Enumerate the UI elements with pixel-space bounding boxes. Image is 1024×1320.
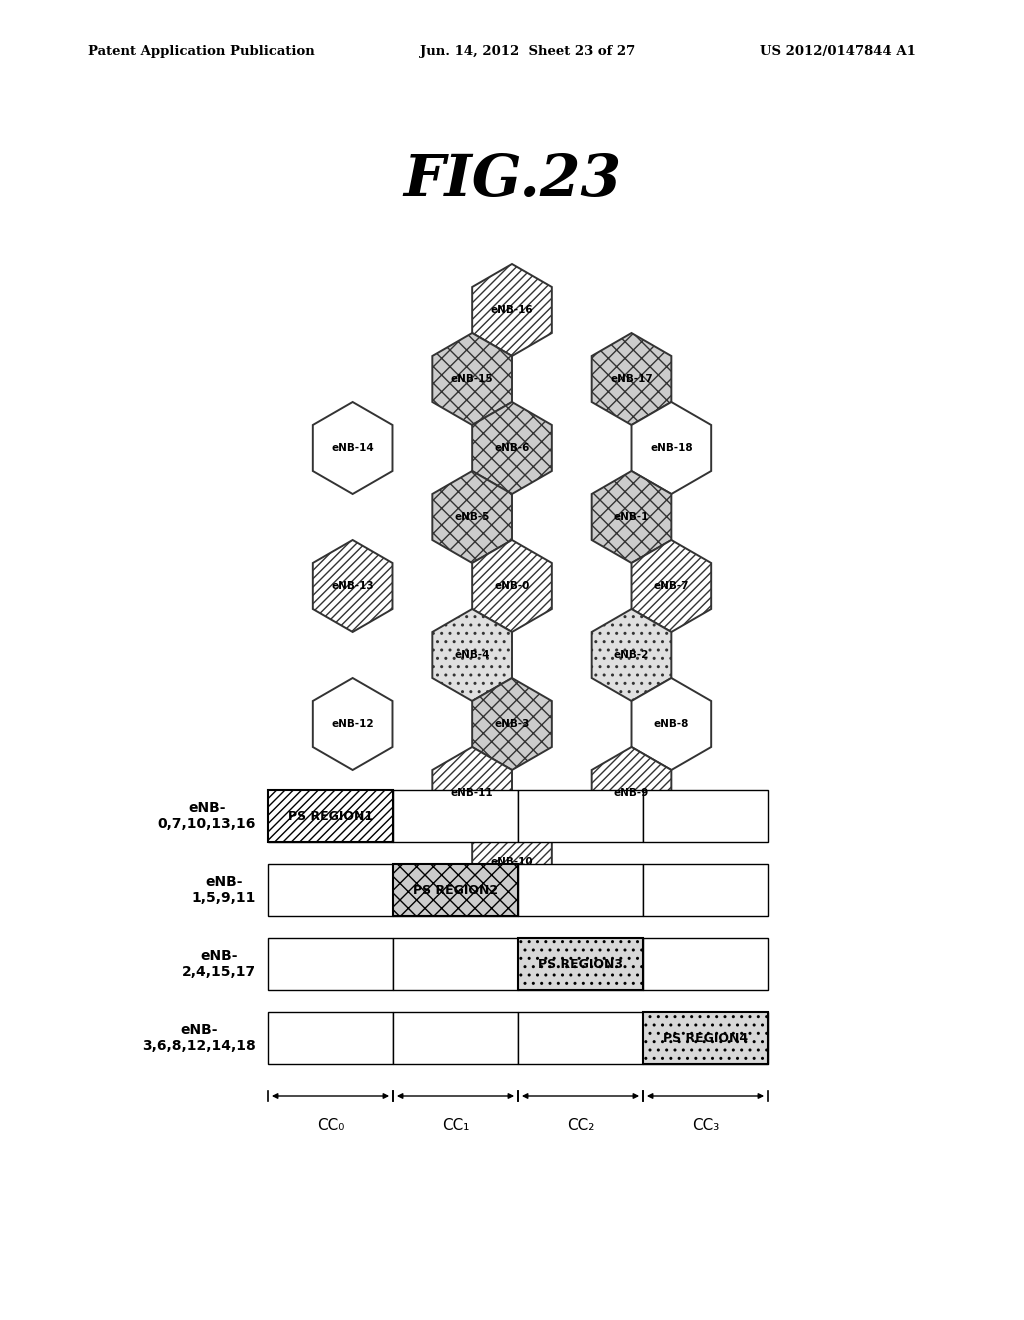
Bar bbox=[643, 865, 768, 916]
Polygon shape bbox=[312, 540, 392, 632]
Polygon shape bbox=[312, 403, 392, 494]
Polygon shape bbox=[592, 747, 672, 840]
Bar bbox=[518, 789, 643, 842]
Text: PS REGION3: PS REGION3 bbox=[538, 957, 623, 970]
Text: CC₀: CC₀ bbox=[316, 1118, 344, 1133]
Bar bbox=[393, 1012, 518, 1064]
Polygon shape bbox=[312, 678, 392, 770]
Text: FIG.23: FIG.23 bbox=[402, 152, 622, 209]
Polygon shape bbox=[592, 333, 672, 425]
Bar bbox=[393, 939, 518, 990]
Text: eNB-1: eNB-1 bbox=[613, 512, 649, 521]
Bar bbox=[268, 1012, 393, 1064]
Polygon shape bbox=[592, 471, 672, 564]
Bar bbox=[518, 939, 643, 990]
Text: PS REGION4: PS REGION4 bbox=[663, 1031, 749, 1044]
Text: eNB-14: eNB-14 bbox=[332, 444, 374, 453]
Text: eNB-2: eNB-2 bbox=[613, 649, 649, 660]
Text: eNB-
3,6,8,12,14,18: eNB- 3,6,8,12,14,18 bbox=[142, 1023, 256, 1053]
Text: eNB-
0,7,10,13,16: eNB- 0,7,10,13,16 bbox=[158, 801, 256, 832]
Bar bbox=[518, 939, 643, 990]
Polygon shape bbox=[472, 678, 552, 770]
Bar bbox=[268, 789, 393, 842]
Text: eNB-3: eNB-3 bbox=[495, 719, 529, 729]
Text: eNB-13: eNB-13 bbox=[332, 581, 374, 591]
Text: CC₂: CC₂ bbox=[567, 1118, 594, 1133]
Text: eNB-9: eNB-9 bbox=[613, 788, 649, 799]
Bar bbox=[643, 1012, 768, 1064]
Text: CC₃: CC₃ bbox=[692, 1118, 719, 1133]
Text: eNB-0: eNB-0 bbox=[495, 581, 529, 591]
Bar bbox=[643, 939, 768, 990]
Text: eNB-11: eNB-11 bbox=[451, 788, 494, 799]
Polygon shape bbox=[432, 747, 512, 840]
Text: eNB-6: eNB-6 bbox=[495, 444, 529, 453]
Bar bbox=[393, 865, 518, 916]
Text: eNB-8: eNB-8 bbox=[653, 719, 689, 729]
Bar bbox=[268, 939, 393, 990]
Text: eNB-
2,4,15,17: eNB- 2,4,15,17 bbox=[182, 949, 256, 979]
Text: PS REGION2: PS REGION2 bbox=[413, 883, 498, 896]
Bar bbox=[518, 1012, 643, 1064]
Bar bbox=[643, 789, 768, 842]
Text: eNB-10: eNB-10 bbox=[490, 857, 534, 867]
Bar bbox=[393, 789, 518, 842]
Polygon shape bbox=[472, 816, 552, 908]
Polygon shape bbox=[472, 403, 552, 494]
Polygon shape bbox=[592, 609, 672, 701]
Polygon shape bbox=[632, 403, 712, 494]
Polygon shape bbox=[632, 678, 712, 770]
Text: US 2012/0147844 A1: US 2012/0147844 A1 bbox=[760, 45, 915, 58]
Bar bbox=[393, 865, 518, 916]
Polygon shape bbox=[432, 471, 512, 564]
Text: CC₁: CC₁ bbox=[441, 1118, 469, 1133]
Text: Patent Application Publication: Patent Application Publication bbox=[88, 45, 314, 58]
Bar bbox=[643, 1012, 768, 1064]
Bar bbox=[268, 865, 393, 916]
Text: eNB-12: eNB-12 bbox=[332, 719, 374, 729]
Polygon shape bbox=[472, 264, 552, 356]
Text: eNB-17: eNB-17 bbox=[610, 374, 653, 384]
Polygon shape bbox=[472, 540, 552, 632]
Bar bbox=[268, 789, 393, 842]
Text: eNB-7: eNB-7 bbox=[653, 581, 689, 591]
Text: eNB-16: eNB-16 bbox=[490, 305, 534, 315]
Text: PS REGION1: PS REGION1 bbox=[288, 809, 373, 822]
Polygon shape bbox=[432, 609, 512, 701]
Polygon shape bbox=[432, 333, 512, 425]
Bar bbox=[518, 865, 643, 916]
Text: eNB-5: eNB-5 bbox=[455, 512, 489, 521]
Polygon shape bbox=[632, 540, 712, 632]
Text: Jun. 14, 2012  Sheet 23 of 27: Jun. 14, 2012 Sheet 23 of 27 bbox=[420, 45, 635, 58]
Text: eNB-
1,5,9,11: eNB- 1,5,9,11 bbox=[191, 875, 256, 906]
Text: eNB-4: eNB-4 bbox=[455, 649, 489, 660]
Text: eNB-18: eNB-18 bbox=[650, 444, 692, 453]
Text: eNB-15: eNB-15 bbox=[451, 374, 494, 384]
